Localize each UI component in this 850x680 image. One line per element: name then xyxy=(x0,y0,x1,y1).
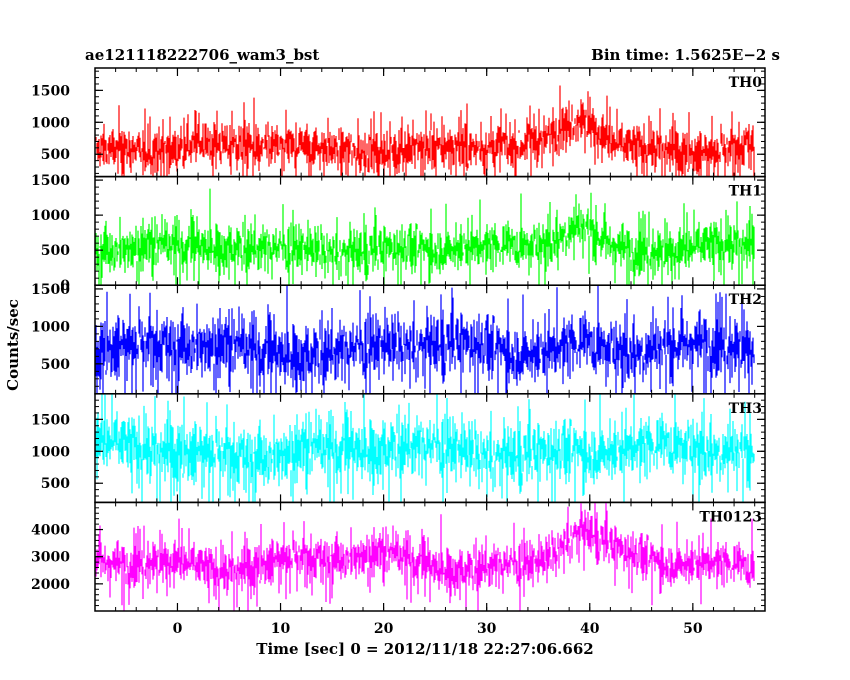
y-axis-label: Counts/sec xyxy=(4,299,22,391)
series-th1 xyxy=(95,188,755,286)
y-tick-label: 500 xyxy=(41,243,70,259)
panel-label: TH1 xyxy=(729,184,762,200)
panel-th1: 0 500 1000 1500 TH1 xyxy=(31,173,766,294)
x-axis-label: Time [sec] 0 = 2012/11/18 22:27:06.662 xyxy=(256,640,593,658)
series-th0123 xyxy=(95,502,755,611)
y-tick-label: 1000 xyxy=(31,115,70,131)
panel-label: TH0123 xyxy=(699,509,762,525)
y-tick-label: 1500 xyxy=(31,282,70,298)
y-tick-label: 4000 xyxy=(31,523,70,539)
x-tick-label: 20 xyxy=(374,621,394,637)
y-tick-label: 500 xyxy=(41,147,70,163)
panel-label: TH3 xyxy=(729,401,762,417)
panel-label: TH0 xyxy=(729,75,763,91)
panel-th0123: 2000 3000 4000 TH0123 xyxy=(31,501,766,612)
y-tick-label: 1000 xyxy=(31,208,70,224)
y-tick-label: 3000 xyxy=(31,550,70,566)
y-tick-label: 0 xyxy=(60,278,70,294)
y-tick-label: 1500 xyxy=(31,83,70,99)
bin-time-label: Bin time: 1.5625E−2 s xyxy=(591,46,780,64)
y-tick-label: 1000 xyxy=(31,319,70,335)
y-tick-label: 500 xyxy=(41,476,70,492)
y-tick-label: 2000 xyxy=(31,577,70,593)
panel-label: TH2 xyxy=(729,292,762,308)
x-tick-label: 50 xyxy=(683,621,703,637)
y-tick-label: 500 xyxy=(41,357,70,373)
chart-title-left: ae121118222706_wam3_bst xyxy=(85,46,319,64)
series-th3 xyxy=(95,393,755,503)
x-axis: 0 10 20 30 40 50 xyxy=(173,621,703,637)
panel-th2: 500 1000 1500 TH2 xyxy=(31,282,766,395)
x-tick-label: 10 xyxy=(271,621,291,637)
panel-th3: 500 1000 1500 TH3 xyxy=(31,393,766,504)
x-tick-label: 0 xyxy=(173,621,183,637)
series-th0 xyxy=(95,85,755,177)
y-tick-label: 1500 xyxy=(31,173,70,189)
x-tick-label: 40 xyxy=(580,621,600,637)
y-tick-label: 1000 xyxy=(31,444,70,460)
x-tick-label: 30 xyxy=(477,621,497,637)
panels-group: 500 1000 1500 TH0 0 500 1000 1500 TH1 500 1000 1500… xyxy=(31,67,766,612)
series-th2 xyxy=(95,285,755,394)
panel-th0: 500 1000 1500 TH0 xyxy=(31,67,766,178)
y-tick-label: 1500 xyxy=(31,412,70,428)
